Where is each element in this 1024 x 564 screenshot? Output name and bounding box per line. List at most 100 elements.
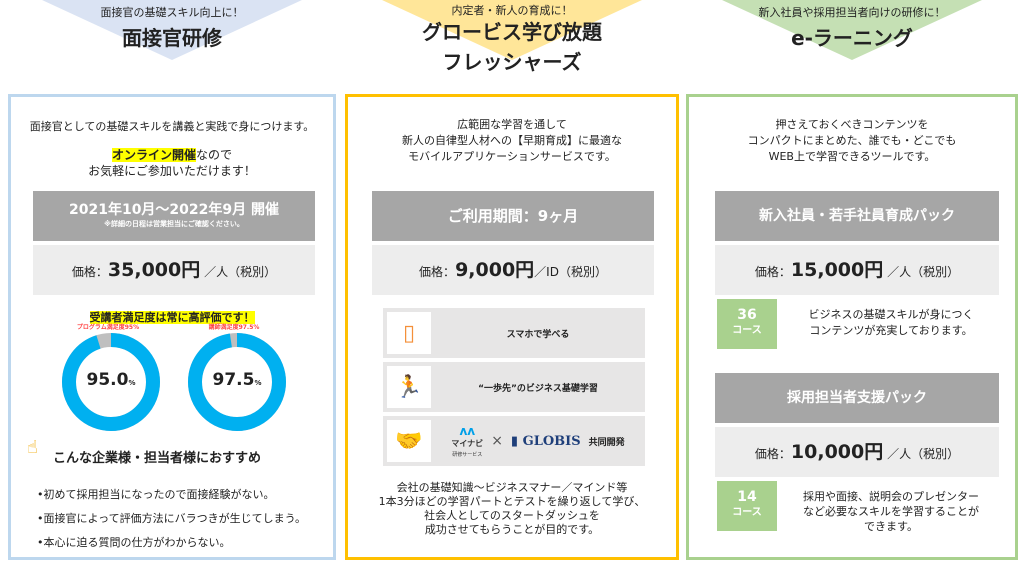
pointing-hand-icon: ☝ [27,437,38,458]
value: 95.0 [86,370,129,390]
feature-row: 🏃 “一歩先”のビジネス基礎学習 [383,362,645,412]
title: フレッシャーズ [442,50,582,74]
feature-row: 🤝 ᴧᴧ マイナビ 研修サービス × ▮ GLOBIS 共同開発 [383,416,645,466]
price-label: 価格： [71,265,108,279]
title: e-ラーニング [791,26,913,50]
freshers-panel: 広範囲な学習を通して新人の自律型人材への【早期育成】に最適な モバイルアプリケーシ… [345,94,679,560]
smartphone-icon: ▯ [387,312,431,354]
line: できます。 [864,520,918,533]
times: × [491,433,503,449]
handshake-icon: 🤝 [387,420,431,462]
unit: コース [732,507,762,518]
globis-logo: ▮ GLOBIS [510,433,581,449]
intro: 広範囲な学習を通して新人の自律型人材への【早期育成】に最適な モバイルアプリケーシ… [348,117,676,165]
tagline: 内定者・新人の育成に！ [451,4,573,17]
online-rest: なので [196,148,233,162]
donut-value-arc [62,333,160,431]
price-box: 価格：10,000円 ／人（税別） [715,427,999,477]
feature-label: 共同開発 [588,437,625,448]
col1-header: 面接官の基礎スキル向上に！ 面接官研修 [42,4,302,50]
program-satisfaction-donut [62,333,160,431]
line: 新人の自律型人材への【早期育成】に最適な [402,134,622,147]
recommend-list: •初めて採用担当になったので面接経験がない。 •面接官によって評価方法にバラつき… [37,487,306,551]
elearning-panel: 押さえておくべきコンテンツをコンパクトにまとめた、誰でも・どこでも WEB上で学習… [686,94,1018,560]
price-box: 価格：9,000円／ID（税別） [372,245,654,295]
partner-logos: ᴧᴧ マイナビ 研修サービス × ▮ GLOBIS 共同開発 [431,424,645,458]
count: 36 [737,307,757,323]
recommend-heading: こんな企業様・担当者様におすすめ [53,451,262,466]
period-box: ご利用期間：9ヶ月 [372,191,654,241]
price-unit: ／人（税別） [887,447,960,461]
price-box: 価格：35,000円 ／人（税別） [33,245,315,295]
pack-description: ビジネスの基礎スキルが身につく コンテンツが充実しております。 [781,307,1001,339]
interviewer-training-panel: 面接官としての基礎スキルを講義と実践で身につけます。 オンライン開催なので お気… [8,94,336,560]
instructor-satisfaction-donut [188,333,286,431]
line: 社会人としてのスタートダッシュを [424,509,600,522]
online-line2: お気軽にご参加いただけます！ [88,164,256,178]
line: など必要なスキルを学習することが [803,505,979,518]
list-item: •初めて採用担当になったので面接経験がない。 [37,488,275,501]
logo-text: GLOBIS [522,433,581,449]
period-box: 2021年10月～2022年9月 開催 ※詳細の日程は営業担当にご確認ください。 [33,191,315,241]
feature-label: スマホで学べる [506,329,570,340]
header-triangle-2 [382,0,642,60]
feature-label: “一歩先”のビジネス基礎学習 [478,383,598,394]
line: 広範囲な学習を通して [457,118,567,131]
price: 15,000円 [790,259,884,281]
line: 成功させてもらうことが目的です。 [424,523,600,536]
donut-label: プログラム満足度95% [76,324,140,331]
donut-value-arc [188,333,286,431]
donut-value: 95.0% [61,370,161,390]
title: グロービス学び放題 [422,20,602,44]
price-unit: ／人（税別） [887,265,960,279]
tagline: 面接官の基礎スキル向上に！ [100,6,244,19]
pack-title: 新入社員・若手社員育成パック [715,191,999,241]
intro: 面接官としての基礎スキルを講義と実践で身につけます。 [29,120,315,133]
period-note: ※詳細の日程は営業担当にご確認ください。 [104,220,244,228]
line: コンパクトにまとめた、誰でも・どこでも [747,134,957,147]
satisfaction-heading: 受講者満足度は常に高評価です！ [89,311,255,324]
line: WEB上で学習できるツールです。 [768,150,936,163]
price-label: 価格： [754,447,791,461]
unit: % [254,379,262,387]
description: 会社の基礎知識～ビジネスマナー／マインド等 1本3分ほどの学習パートとテストを繰り… [348,481,676,537]
price-unit: ／人（税別） [204,265,277,279]
unit: コース [732,325,762,336]
line: コンテンツが充実しております。 [809,324,973,337]
list-item: •面接官によって評価方法にバラつきが生じてしまう。 [37,512,306,525]
line: 採用や面接、説明会のプレゼンター [803,490,979,503]
line: モバイルアプリケーションサービスです。 [408,150,616,163]
mynavi-logo: ᴧᴧ マイナビ 研修サービス [451,424,484,458]
logo-text: マイナビ [451,439,484,448]
price-label: 価格： [419,265,456,279]
line: 押さえておくべきコンテンツを [775,118,929,131]
line: 会社の基礎知識～ビジネスマナー／マインド等 [396,481,628,494]
feature-row: ▯ スマホで学べる [383,308,645,358]
col2-header: 内定者・新人の育成に！ グロービス学び放題 フレッシャーズ [382,2,642,74]
period: 2021年10月～2022年9月 開催 [68,202,280,218]
price-box: 価格：15,000円 ／人（税別） [715,245,999,295]
price: 35,000円 [107,259,201,281]
tagline: 新入社員や採用担当者向けの研修に！ [758,6,946,19]
pack-description: 採用や面接、説明会のプレゼンター など必要なスキルを学習することが できます。 [781,489,1001,534]
price-label: 価格： [754,265,791,279]
logo-sub: 研修サービス [452,452,483,458]
value: 97.5 [212,370,255,390]
col3-header: 新入社員や採用担当者向けの研修に！ e-ラーニング [722,4,982,50]
intro: 押さえておくべきコンテンツをコンパクトにまとめた、誰でも・どこでも WEB上で学習… [689,117,1015,165]
price: 10,000円 [790,441,884,463]
price: 9,000円 [455,259,535,281]
donut-label: 講師満足度97.5% [208,324,260,331]
online-note: オンライン開催なので お気軽にご参加いただけます！ [11,147,333,179]
running-person-icon: 🏃 [387,366,431,408]
line: ビジネスの基礎スキルが身につく [808,308,974,321]
price-unit: ／ID（税別） [534,265,607,279]
course-count-badge: 14 コース [717,481,777,531]
pack-title: 採用担当者支援パック [715,373,999,423]
online-highlight: オンライン開催 [111,148,196,162]
header-triangle-3 [722,0,982,60]
donut-value: 97.5% [187,370,287,390]
list-item: •本心に迫る質問の仕方がわからない。 [37,536,231,549]
unit: % [128,379,136,387]
course-count-badge: 36 コース [717,299,777,349]
